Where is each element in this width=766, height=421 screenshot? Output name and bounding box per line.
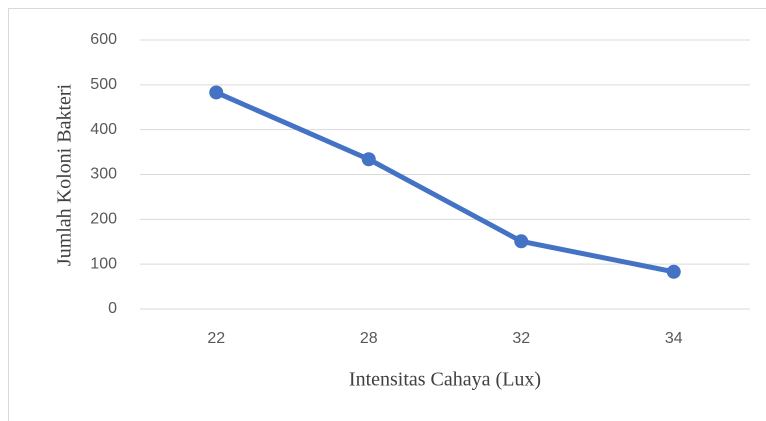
x-tick-label: 32 — [512, 330, 530, 347]
y-tick-label: 400 — [90, 121, 117, 138]
marker — [209, 85, 224, 100]
x-tick-label: 28 — [360, 330, 378, 347]
x-tick-label: 22 — [207, 330, 225, 347]
y-axis-title: Jumlah Koloni Bakteri — [54, 83, 76, 266]
y-tick-label: 500 — [90, 76, 117, 93]
y-tick-label: 300 — [90, 166, 117, 183]
chart-frame — [8, 8, 766, 421]
y-tick-label: 200 — [90, 211, 117, 228]
marker — [666, 264, 681, 279]
x-tick-label: 34 — [665, 330, 683, 347]
y-tick-label: 600 — [90, 31, 117, 48]
y-tick-label: 0 — [108, 300, 117, 317]
line — [215, 90, 675, 275]
marker — [361, 152, 376, 167]
x-axis-title: Intensitas Cahaya (Lux) — [349, 369, 541, 391]
marker — [514, 234, 529, 249]
y-tick-label: 100 — [90, 255, 117, 272]
